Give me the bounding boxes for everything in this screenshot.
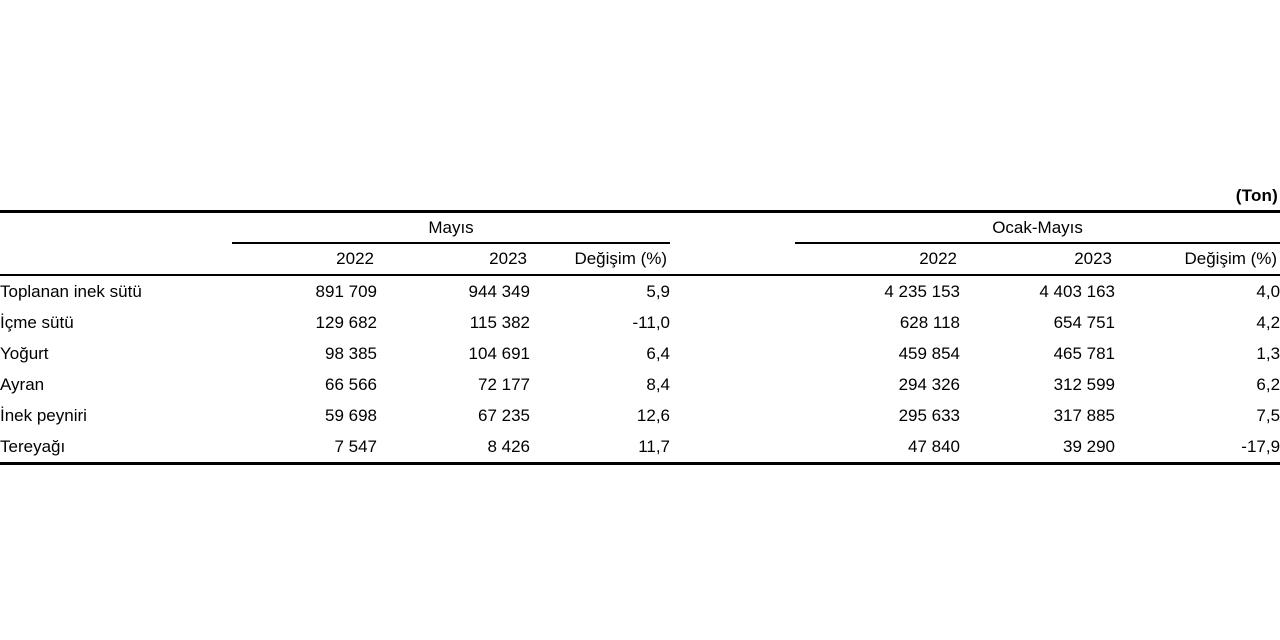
cell-mayis-2022: 59 698	[325, 405, 377, 425]
gap-cell	[670, 400, 795, 431]
cell-mayis-change: 12,6	[636, 405, 671, 425]
cell-ocak-2023: 317 885	[1053, 405, 1116, 425]
cell-ocak-2023: 465 781	[1053, 343, 1116, 363]
gap-cell	[670, 369, 795, 400]
column-header-gap-cell	[670, 243, 796, 276]
cell-ocak-2023: 654 751	[1053, 312, 1116, 332]
table-row-inek-peyniri: İnek peyniri 59 698 67 235 12,6 295 633 …	[0, 400, 1280, 431]
cell-ocak-change: 6,2	[1256, 374, 1280, 394]
cell-ocak-2023: 312 599	[1053, 374, 1116, 394]
col-header-mayis-2022: 2022	[232, 243, 377, 276]
table-row-yogurt: Yoğurt 98 385 104 691 6,4 459 854 465 78…	[0, 338, 1280, 369]
table-row-tereyagi: Tereyağı 7 547 8 426 11,7 47 840 39 290 …	[0, 431, 1280, 465]
cell-mayis-change: 6,4	[646, 343, 671, 363]
cell-mayis-2023: 944 349	[468, 281, 530, 301]
cell-ocak-2022: 47 840	[795, 431, 961, 465]
col-header-mayis-change: Değişim (%)	[530, 243, 671, 276]
col-header-mayis-2023: 2023	[377, 243, 530, 276]
row-label: Ayran	[0, 374, 45, 394]
cell-ocak-2022: 4 235 153	[884, 281, 961, 301]
group-header-ocak-mayis: Ocak-Mayıs	[795, 211, 1280, 244]
column-header-row: 2022 2023 Değişim (%) 2022 2023 Değişim …	[0, 243, 1280, 276]
cell-ocak-change: -17,9	[1115, 431, 1280, 465]
table-row-toplanan-inek-sutu: Toplanan inek sütü 891 709 944 349 5,9 4…	[0, 275, 1280, 307]
cell-ocak-2022: 459 854	[898, 343, 961, 363]
dairy-production-table: Mayıs Ocak-Mayıs 2022 2023 Değişim (%) 2…	[0, 210, 1280, 465]
cell-mayis-2022: 7 547	[232, 431, 377, 465]
cell-mayis-2023: 115 382	[469, 312, 530, 332]
col-header-ocak-2022: 2022	[795, 243, 961, 276]
cell-ocak-2023: 4 403 163	[1039, 281, 1116, 301]
cell-mayis-2022: 98 385	[325, 343, 377, 363]
gap-cell	[670, 275, 795, 307]
table-row-ayran: Ayran 66 566 72 177 8,4 294 326 312 599 …	[0, 369, 1280, 400]
corner-cell	[0, 212, 232, 244]
row-label: İnek peyniri	[0, 405, 87, 425]
unit-label: (Ton)	[1235, 186, 1278, 205]
group-gap-cell	[670, 212, 795, 244]
cell-ocak-2022: 295 633	[898, 405, 961, 425]
group-header-row: Mayıs Ocak-Mayıs	[0, 211, 1280, 244]
cell-ocak-change: 7,5	[1256, 405, 1280, 425]
row-label: Tereyağı	[0, 431, 232, 465]
cell-mayis-change: -11,0	[632, 312, 671, 332]
cell-ocak-2022: 628 118	[899, 312, 961, 332]
cell-mayis-2022: 891 709	[315, 281, 377, 301]
cell-mayis-2023: 8 426	[377, 431, 530, 465]
cell-ocak-2023: 39 290	[960, 431, 1116, 465]
cell-mayis-2022: 129 682	[315, 312, 377, 332]
cell-ocak-2022: 294 326	[898, 374, 961, 394]
gap-cell	[670, 307, 795, 338]
row-label: Toplanan inek sütü	[0, 281, 142, 301]
gap-cell	[670, 338, 795, 369]
col-header-ocak-2023: 2023	[960, 243, 1116, 276]
table-row-icme-sutu: İçme sütü 129 682 115 382 -11,0 628 118 …	[0, 307, 1280, 338]
gap-cell	[670, 431, 796, 465]
col-header-ocak-change: Değişim (%)	[1115, 243, 1280, 276]
group-header-mayis: Mayıs	[232, 211, 671, 244]
cell-mayis-change: 11,7	[530, 431, 671, 465]
row-label: Yoğurt	[0, 343, 49, 363]
cell-mayis-2023: 104 691	[468, 343, 530, 363]
row-label-header-cell	[0, 243, 232, 276]
row-label: İçme sütü	[0, 312, 74, 332]
cell-ocak-change: 4,0	[1256, 281, 1280, 301]
cell-ocak-change: 1,3	[1256, 343, 1280, 363]
cell-mayis-change: 5,9	[646, 281, 671, 301]
cell-mayis-change: 8,4	[646, 374, 671, 394]
cell-mayis-2022: 66 566	[325, 374, 377, 394]
cell-ocak-change: 4,2	[1256, 312, 1280, 332]
cell-mayis-2023: 67 235	[478, 405, 530, 425]
cell-mayis-2023: 72 177	[478, 374, 530, 394]
